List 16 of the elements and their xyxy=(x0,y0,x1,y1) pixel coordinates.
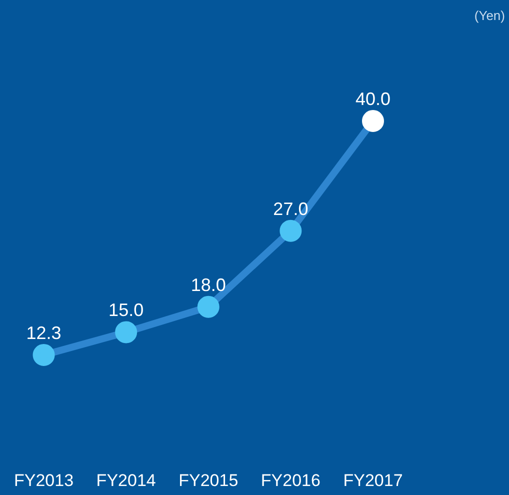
x-tick-label: FY2016 xyxy=(260,470,320,490)
x-tick-label: FY2014 xyxy=(96,470,156,490)
x-tick-label: FY2017 xyxy=(343,470,403,490)
data-label: 27.0 xyxy=(273,198,308,219)
point xyxy=(280,220,302,242)
point xyxy=(197,296,220,318)
point xyxy=(32,344,55,366)
point xyxy=(115,321,138,344)
data-label: 15.0 xyxy=(108,300,144,320)
data-label: 12.3 xyxy=(26,322,62,343)
data-label: 40.0 xyxy=(355,88,391,109)
x-tick-label: FY2015 xyxy=(178,470,238,490)
text: (Yen) xyxy=(474,8,505,23)
point xyxy=(362,110,384,132)
data-label: 18.0 xyxy=(190,274,226,295)
x-tick-label: FY2013 xyxy=(14,470,74,490)
